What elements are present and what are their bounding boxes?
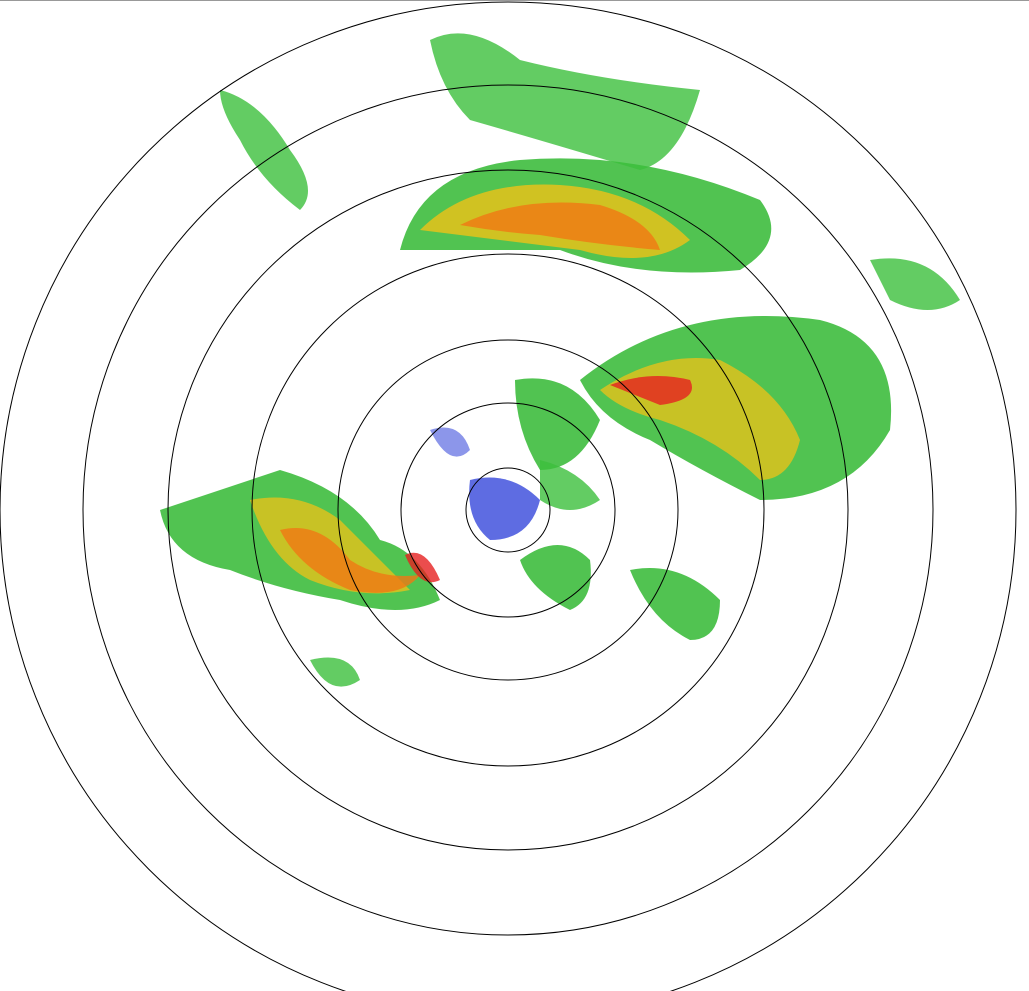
echo-green [520,545,591,610]
echo-green [515,378,600,470]
echo-green [430,33,700,171]
echoes [160,33,960,687]
echo-blue [430,427,470,457]
echo-orange [460,202,660,250]
range-ring [465,467,551,553]
echo-green [540,460,600,510]
range-ring [251,253,765,767]
echo-green [220,90,308,210]
echo-green [870,258,960,310]
echo-green [630,568,720,640]
echo-blue [469,477,540,540]
echo-red [610,376,692,405]
range-ring [400,402,616,618]
range-ring [82,84,934,936]
range-ring [337,339,679,681]
echo-orange [280,528,420,593]
range-ring [167,169,849,851]
echo-green [310,657,360,687]
